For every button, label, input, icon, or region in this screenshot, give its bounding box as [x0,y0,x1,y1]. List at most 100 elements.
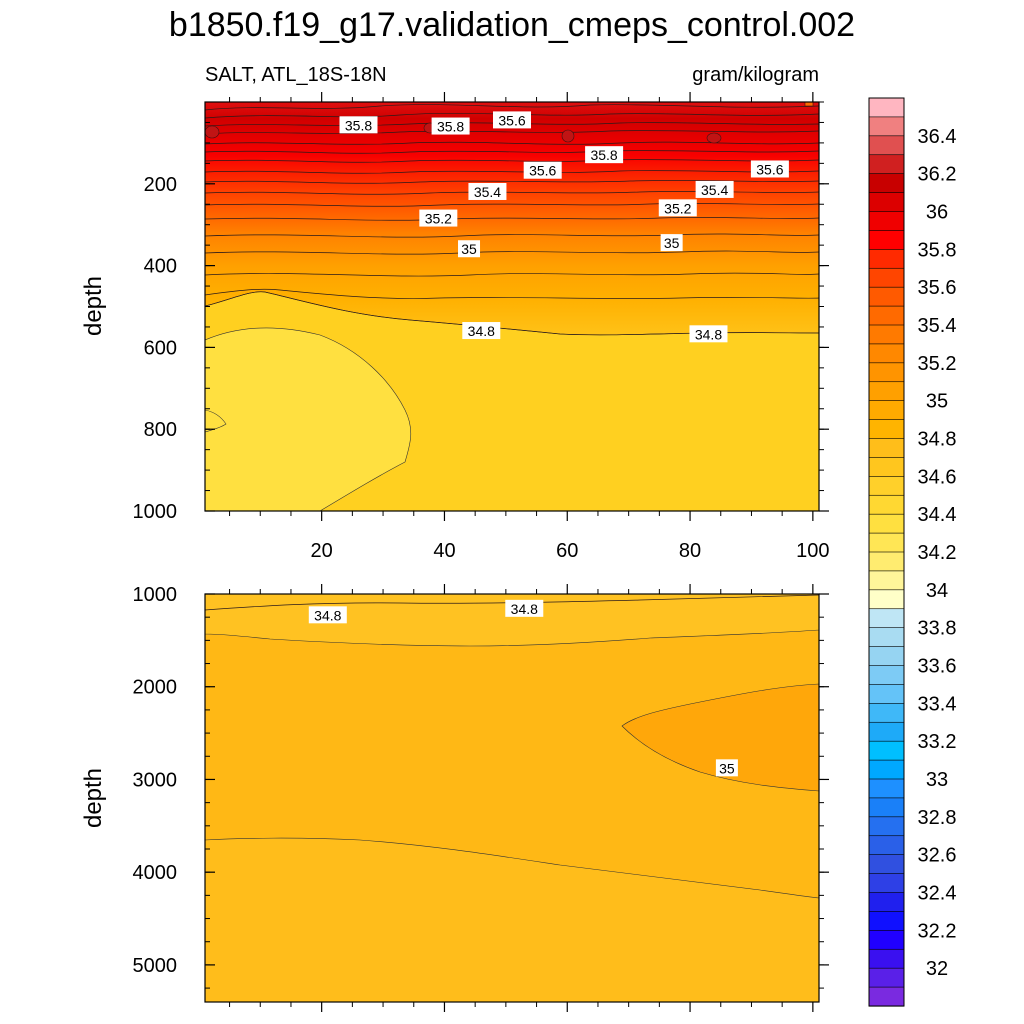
lower-panel: 34.8 34.8 35 [205,594,819,1002]
lower-x-ticks [229,584,814,1012]
colorbar-swatch [868,457,905,477]
contour-label-box [458,240,481,258]
colorbar-swatch [868,343,905,364]
colorbar-label: 32.2 [918,920,957,942]
colorbar-swatch [868,892,905,913]
contour-label: 34.8 [462,322,501,340]
colorbar-swatch [868,192,905,213]
colorbar-swatch [868,116,905,137]
upper-y-axis-label: depth [80,276,107,336]
colorbar-swatch [868,873,905,894]
contour-label-box [660,234,683,252]
colorbar-label: 35.8 [918,239,957,261]
colorbar-label: 36.4 [918,126,957,148]
upper-x-ticks: 20 40 60 80 100 [229,92,830,562]
colorbar-label: 33.6 [918,656,957,678]
colorbar-frame [868,97,905,1007]
colorbar-label: 33.8 [918,618,957,640]
contour-label-box [695,180,734,198]
contour-label-box [715,759,738,777]
colorbar-label: 33.4 [918,693,957,715]
colorbar-label: 32.4 [918,883,957,905]
contour-label-text: 35.2 [425,211,452,227]
contour-label: 35 [660,234,683,252]
colorbar-swatch [868,967,905,988]
contour-label-box [689,325,728,343]
contour-label: 35.6 [523,161,562,179]
contour-label-text: 35.8 [437,119,464,135]
colorbar-swatch [868,930,905,950]
lower-frame [204,593,820,1003]
contour-label-text: 34.8 [468,323,495,339]
colorbar-swatch [868,249,905,269]
colorbar-label: 35.2 [918,353,957,375]
chart-title: b1850.f19_g17.validation_cmeps_control.0… [169,6,855,44]
contour-label: 35 [458,240,481,258]
contour-label-box [505,599,544,617]
colorbar-swatch [868,532,905,553]
colorbar-swatch [868,589,905,610]
colorbar-swatch [868,665,905,686]
upper-y-tick-label: 400 [144,256,177,278]
lower-top-band [205,594,819,647]
colorbar-label: 33 [926,769,948,791]
colorbar-label: 35.4 [918,315,957,337]
upper-contour-lines [205,104,819,336]
contour-label: 35.8 [431,117,470,135]
colorbar-swatch [868,948,905,969]
colorbar-swatch [868,721,905,742]
contour-label: 35 [715,759,738,777]
colorbar-swatch [868,419,905,440]
contour-label-text: 35.8 [345,117,372,133]
contour-label-box [308,606,347,624]
colorbar-swatch [868,154,905,175]
upper-y-tick-label: 200 [144,174,177,196]
upper-panel: 35.8 35.8 35.6 35.8 35.6 35.6 35.4 35.4 35.2 35.2… [205,102,819,511]
contour-label-text: 34.8 [511,601,538,617]
colorbar-swatch [868,551,905,572]
colorbar-swatch [868,986,905,1007]
colorbar-label: 35.6 [918,277,957,299]
colorbar-swatch [868,608,905,629]
lower-core-tongue [621,683,819,792]
contour-label-text: 35.6 [498,112,525,128]
contour-label-text: 35 [719,760,735,776]
colorbar-swatch [868,476,905,496]
lower-y-axis-label: depth [80,768,107,828]
contour-label-text: 35 [664,235,680,251]
colorbar-label: 34.6 [918,466,957,488]
colorbar-swatch [868,438,905,459]
colorbar-swatch [868,362,905,383]
lower-contour-labels: 34.8 34.8 35 [308,599,738,777]
contour-label: 35.6 [750,160,789,178]
lower-y-tick-label: 4000 [133,862,178,884]
contour-label: 35.4 [468,182,507,200]
contour-label-box [339,116,378,134]
colorbar-label: 32 [926,958,948,980]
lower-y-tick-label: 2000 [133,677,178,699]
colorbar-swatch [868,494,905,515]
contour-label: 34.8 [505,599,544,617]
colorbar-swatch [868,835,905,856]
contour-label-box [431,117,470,135]
upper-contour-labels: 35.8 35.8 35.6 35.8 35.6 35.6 35.4 35.4 35.2 35.2… [339,111,789,343]
contour-label: 35.6 [493,111,531,129]
colorbar-swatch [868,911,905,931]
colorbar-label: 33.2 [918,731,957,753]
contour-label: 35.8 [585,146,624,164]
upper-x-tick-label: 20 [311,540,333,562]
colorbar-swatch [868,286,905,307]
colorbar-label: 34.8 [918,429,957,451]
contour-label-box [493,111,531,129]
contour-label: 34.8 [689,325,728,343]
colorbar-label: 34.2 [918,542,957,564]
upper-x-tick-label: 40 [433,540,455,562]
contour-label-box [468,182,507,200]
colorbar-swatch [868,854,905,875]
contour-label-text: 35.6 [529,163,556,179]
colorbar-swatch [868,778,905,799]
upper-x-tick-label: 60 [556,540,578,562]
colorbar-label: 34.4 [918,504,957,526]
variable-label: SALT, ATL_18S-18N [205,64,387,86]
